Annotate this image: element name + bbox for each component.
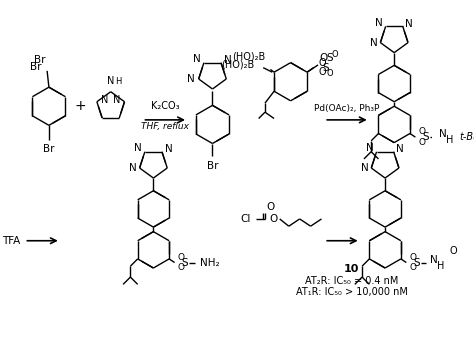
Text: S: S	[423, 132, 429, 142]
Text: O: O	[409, 264, 416, 273]
Text: Br: Br	[34, 55, 46, 65]
Text: Br: Br	[43, 145, 55, 154]
Text: O: O	[177, 264, 184, 273]
Text: THF, reflux: THF, reflux	[141, 122, 189, 131]
Text: AT₁R: IC₅₀ > 10,000 nM: AT₁R: IC₅₀ > 10,000 nM	[296, 287, 408, 297]
Text: O: O	[332, 51, 338, 59]
Text: S: S	[414, 257, 420, 268]
Text: Pd(OAc)₂, Ph₃P: Pd(OAc)₂, Ph₃P	[314, 103, 380, 113]
Text: N: N	[361, 163, 369, 173]
Text: N: N	[439, 129, 447, 140]
Text: N: N	[375, 18, 383, 28]
Text: t-Bu: t-Bu	[459, 132, 474, 142]
Text: H: H	[437, 261, 445, 271]
Text: (HO)₂B: (HO)₂B	[221, 60, 254, 70]
Text: N: N	[366, 143, 374, 153]
Text: Cl: Cl	[240, 214, 251, 224]
Text: S: S	[323, 63, 329, 73]
Text: O: O	[418, 127, 425, 136]
Text: O: O	[326, 68, 333, 78]
Text: N: N	[405, 19, 413, 29]
Text: O: O	[409, 253, 416, 262]
Text: H: H	[115, 77, 122, 86]
Text: H: H	[447, 135, 454, 145]
Text: O: O	[418, 138, 425, 147]
Text: K₂CO₃: K₂CO₃	[151, 101, 180, 111]
Text: N: N	[129, 163, 137, 173]
Text: N: N	[430, 255, 438, 265]
Text: O: O	[269, 214, 277, 224]
Text: N: N	[224, 55, 231, 65]
Text: N: N	[135, 143, 142, 153]
Text: O: O	[266, 202, 275, 212]
Text: N: N	[396, 144, 404, 154]
Text: N: N	[113, 95, 120, 105]
Text: TFA: TFA	[1, 236, 20, 246]
Text: Br: Br	[30, 62, 42, 72]
Text: N: N	[370, 38, 378, 48]
Text: AT₂R: IC₅₀ = 0.4 nM: AT₂R: IC₅₀ = 0.4 nM	[305, 276, 398, 286]
Text: O: O	[319, 67, 327, 77]
Text: N: N	[187, 74, 195, 84]
Text: S: S	[182, 257, 189, 268]
Text: O: O	[177, 253, 184, 262]
Text: +: +	[75, 99, 87, 113]
Text: N: N	[107, 76, 114, 86]
Text: O: O	[450, 246, 457, 256]
Text: N: N	[101, 95, 109, 105]
Text: Br: Br	[207, 161, 218, 171]
Text: N: N	[192, 54, 201, 64]
Text: O: O	[320, 53, 328, 63]
Text: NH₂: NH₂	[200, 257, 219, 268]
Text: 10: 10	[344, 264, 359, 274]
Text: (HO)₂B: (HO)₂B	[232, 51, 265, 61]
Text: S: S	[326, 53, 333, 63]
Text: N: N	[164, 144, 173, 154]
Text: O: O	[319, 58, 327, 68]
